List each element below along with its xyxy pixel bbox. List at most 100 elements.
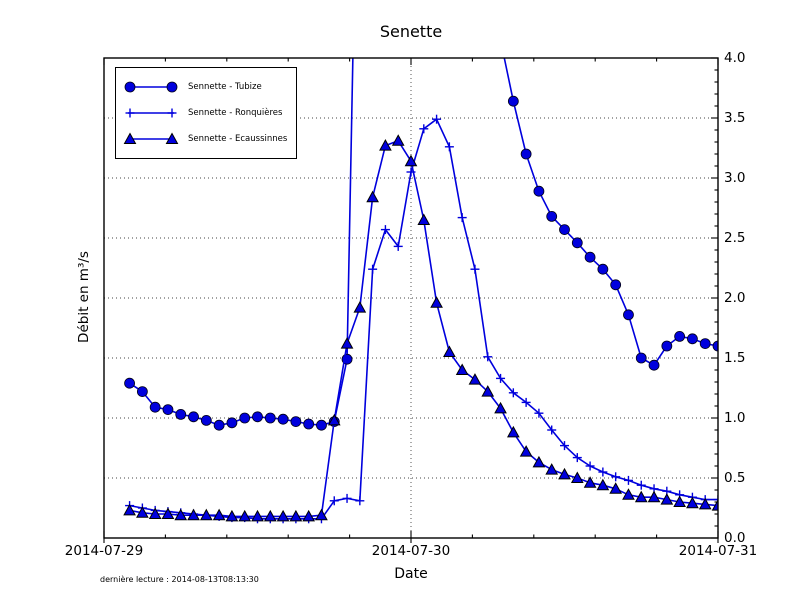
marker-circle [277,413,289,425]
marker-triangle [174,508,188,521]
marker-triangle [711,499,718,511]
marker-triangle [187,508,200,521]
marker-triangle [238,509,252,522]
series-line [129,58,718,427]
marker-circle [610,279,622,291]
marker-circle [584,251,596,263]
marker-triangle [558,467,571,480]
y-tick-label: 3.5 [724,110,746,126]
y-tick-label: 2.5 [724,230,746,246]
legend-item: Sennette - Ecaussinnes [120,126,292,152]
marker-triangle [123,132,137,144]
marker-circle [162,404,174,416]
legend-label: Sennette - Tubize [188,82,262,92]
marker-triangle [686,496,699,509]
marker-triangle [404,154,418,167]
marker-circle [687,333,698,345]
marker-triangle [340,337,354,349]
circle-legend-glyph [124,81,178,93]
axes-frame [103,57,719,539]
marker-circle [546,210,558,222]
x-tick-label: 2014-07-29 [64,543,144,559]
marker-circle [571,237,583,249]
marker-triangle [519,445,533,457]
legend-label: Sennette - Ecaussinnes [188,134,288,144]
marker-triangle [165,132,179,144]
marker-triangle [391,134,405,146]
annotation-derniere-lecture: dernière lecture : 2014-08-13T08:13:30 [100,575,259,584]
marker-triangle [136,506,149,518]
legend: Sennette - Tubize Sennette - Ronquières Se… [115,67,297,159]
marker-circle [316,419,327,431]
marker-circle [124,377,135,389]
series-sennette-ecaussinnes [123,134,718,522]
marker-triangle [468,373,482,385]
marker-circle [149,401,161,413]
marker-circle [239,412,251,424]
marker-triangle [212,508,226,521]
marker-circle [175,408,187,420]
series-sennette-ronqui-res [125,114,718,524]
x-axis-label: Date [394,566,428,582]
marker-triangle [225,509,239,522]
marker-triangle [251,509,264,522]
marker-circle [520,148,532,160]
marker-circle [290,416,302,428]
marker-triangle [263,509,277,522]
marker-triangle [417,213,431,225]
marker-circle [200,414,212,426]
marker-triangle [570,471,584,483]
marker-triangle [123,503,136,516]
marker-triangle [199,508,213,521]
legend-label: Sennette - Ronquières [188,108,283,118]
y-tick-label: 0.5 [724,470,746,486]
legend-item: Sennette - Ronquières [120,100,292,126]
y-tick-label: 1.0 [724,410,746,426]
x-tick-label: 2014-07-31 [678,543,758,559]
marker-circle [264,412,276,424]
y-tick-label: 4.0 [724,50,746,66]
marker-triangle [161,507,175,519]
marker-circle [597,263,609,275]
marker-triangle [494,401,507,414]
footnote-annotations: dernière lecture : 2014-08-13T08:13:30 d… [100,557,259,600]
marker-circle [559,224,570,236]
marker-triangle [302,509,316,522]
series-line [129,140,718,518]
marker-triangle [532,455,546,468]
marker-triangle [545,463,559,475]
legend-item: Sennette - Tubize [120,74,292,100]
marker-circle [635,352,647,364]
marker-triangle [366,190,379,203]
marker-circle [166,81,178,93]
y-axis-label: Débit en m³/s [76,251,92,343]
marker-circle [623,309,634,321]
marker-triangle [443,345,456,357]
series-group [123,58,718,524]
marker-triangle [379,139,392,151]
marker-circle [699,338,711,350]
marker-triangle [315,508,328,521]
marker-triangle [673,495,686,507]
marker-triangle [660,493,674,505]
marker-triangle [327,413,341,426]
marker-circle [533,185,545,197]
marker-triangle [596,478,610,491]
marker-circle [648,359,660,371]
marker-circle [226,417,238,429]
y-tick-label: 1.5 [724,350,746,366]
marker-triangle [634,490,648,503]
marker-triangle [609,482,623,494]
marker-circle [136,386,148,398]
marker-triangle [506,425,520,438]
marker-triangle [583,476,597,488]
chart-title: Senette [379,22,443,41]
marker-triangle [622,488,635,500]
marker-triangle [647,490,661,503]
gridlines [104,58,718,538]
marker-triangle [481,385,495,397]
marker-triangle [455,363,469,375]
y-tick-label: 3.0 [724,170,746,186]
y-tick-label: 2.0 [724,290,746,306]
